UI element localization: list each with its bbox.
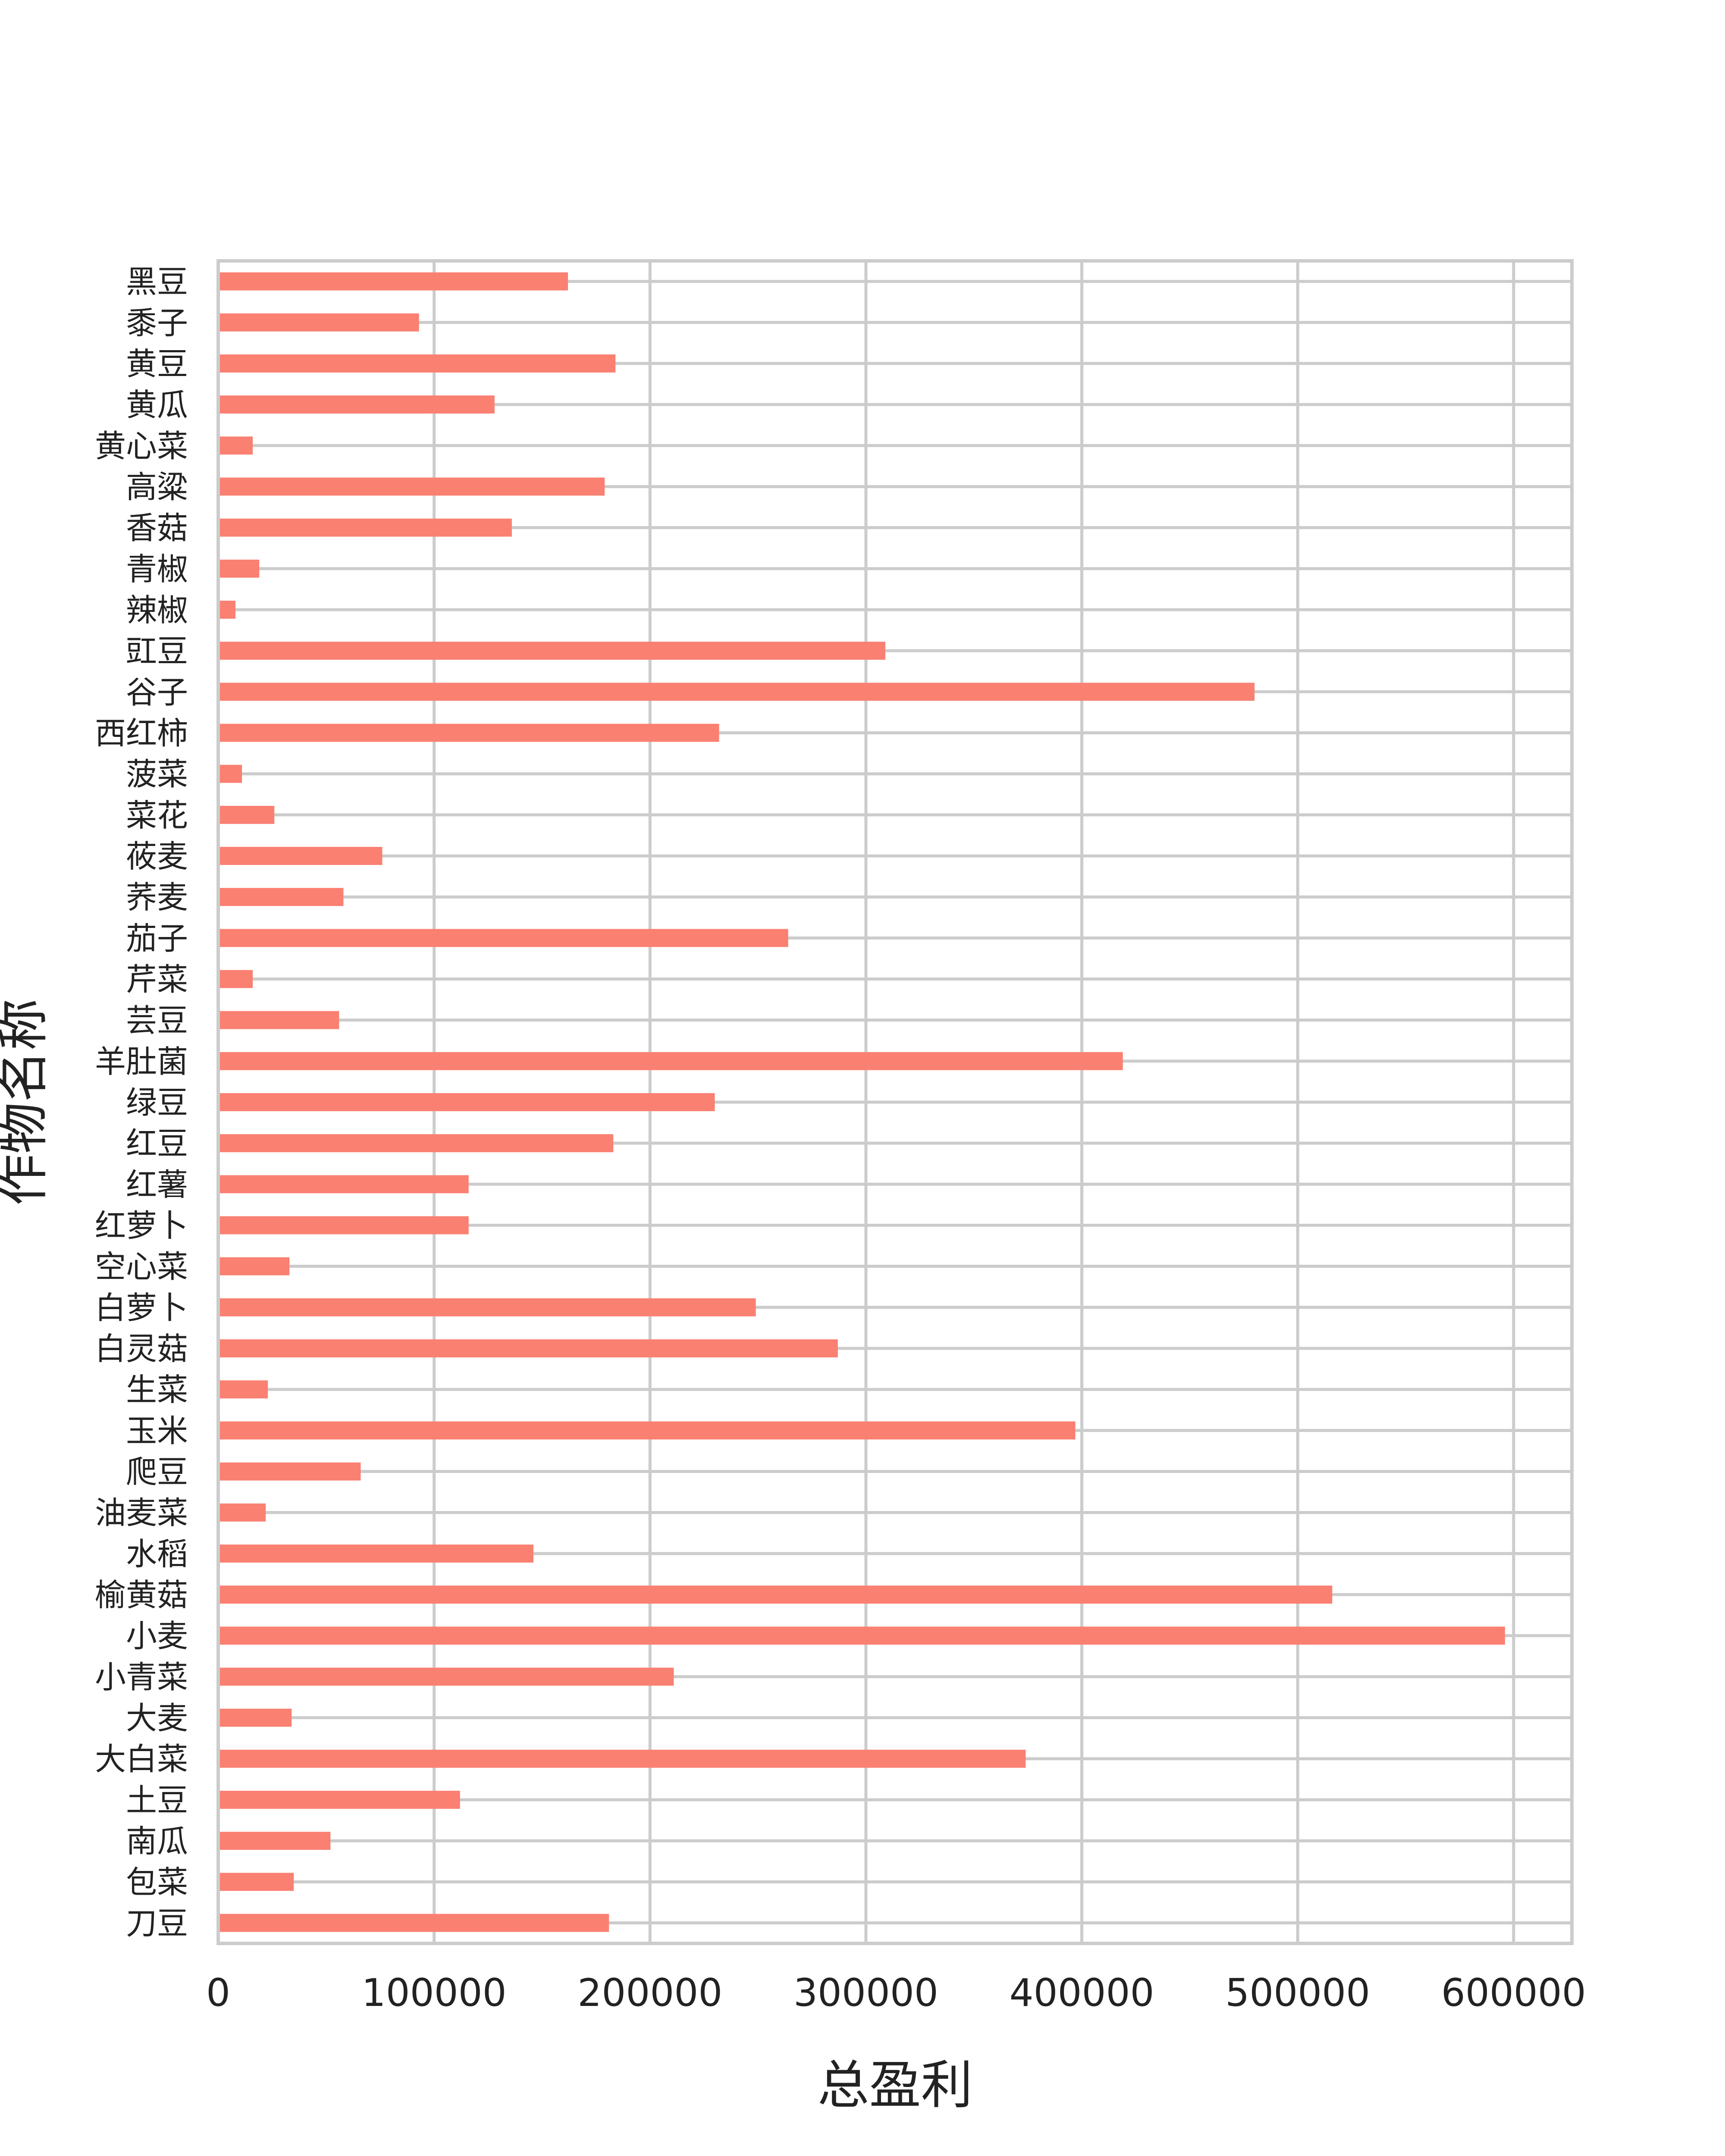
bar [218, 1462, 361, 1481]
y-tick-label: 芸豆 [126, 1003, 188, 1039]
bar [218, 1832, 331, 1850]
x-tick-label: 600000 [1441, 1971, 1586, 2015]
y-tick-label: 白萝卜 [95, 1290, 188, 1326]
bar [218, 1298, 756, 1316]
bar [218, 1503, 266, 1522]
y-tick-label: 莜麦 [126, 838, 188, 874]
bar [218, 1914, 609, 1932]
x-tick-label: 500000 [1225, 1971, 1370, 2015]
bar [218, 1216, 469, 1235]
bar [218, 888, 344, 906]
bar [218, 1093, 715, 1111]
y-tick-label: 白灵菇 [95, 1331, 188, 1367]
bar [218, 354, 616, 373]
x-tick-labels: 0 100000 200000 300000 400000 500000 600000 [206, 1971, 1586, 2015]
bar [218, 642, 885, 660]
bar [218, 1586, 1333, 1604]
y-tick-label: 黄瓜 [126, 387, 188, 423]
x-tick-label: 400000 [1010, 1971, 1154, 2015]
y-tick-label: 生菜 [126, 1372, 188, 1408]
y-tick-label: 芹菜 [126, 961, 188, 997]
y-tick-label: 青椒 [126, 551, 188, 587]
y-tick-label: 黍子 [126, 305, 188, 341]
bar [218, 1667, 674, 1686]
bar [218, 1052, 1123, 1070]
plot-frame [216, 259, 1574, 1945]
y-tick-label: 菜花 [126, 797, 188, 834]
bar [218, 1790, 460, 1809]
bar [218, 395, 495, 414]
y-tick-label: 香菇 [126, 510, 188, 546]
y-tick-label: 茄子 [126, 920, 188, 956]
y-axis-title: 作物名称 [0, 999, 53, 1206]
y-tick-label: 南瓜 [126, 1823, 188, 1859]
y-tick-label: 榆黄菇 [95, 1577, 188, 1613]
bar [218, 1011, 339, 1029]
x-tick-label: 300000 [794, 1971, 938, 2015]
y-tick-label: 刀豆 [126, 1905, 188, 1941]
y-tick-label: 油麦菜 [95, 1495, 188, 1531]
y-tick-label: 红萝卜 [95, 1208, 188, 1244]
y-tick-label: 黄心菜 [95, 428, 188, 464]
y-tick-label: 红豆 [126, 1125, 188, 1162]
y-tick-label: 羊肚菌 [95, 1044, 188, 1080]
bar [218, 683, 1255, 701]
y-tick-label: 荞麦 [126, 879, 188, 915]
y-tick-label: 空心菜 [95, 1249, 188, 1285]
bar [218, 272, 568, 291]
y-tick-label: 爬豆 [126, 1454, 188, 1490]
y-tick-label: 菠菜 [126, 756, 188, 793]
bar [218, 1134, 614, 1153]
bar [218, 1749, 1026, 1768]
bar [218, 970, 253, 988]
y-tick-label: 水稻 [126, 1536, 188, 1572]
y-tick-label: 豇豆 [126, 633, 188, 669]
bar [218, 436, 253, 455]
y-tick-label: 玉米 [126, 1413, 188, 1449]
y-tick-label: 高粱 [126, 469, 188, 505]
y-tick-label: 谷子 [126, 674, 188, 710]
x-tick-label: 100000 [362, 1971, 507, 2015]
bar [218, 601, 236, 619]
y-tick-label: 大白菜 [95, 1741, 188, 1777]
y-tick-label: 黄豆 [126, 346, 188, 382]
bar [218, 1421, 1076, 1440]
x-tick-label: 200000 [577, 1971, 722, 2015]
gridlines [216, 261, 1572, 1943]
x-tick-label: 0 [206, 1971, 230, 2015]
y-tick-label: 大麦 [126, 1700, 188, 1736]
y-tick-label: 小麦 [126, 1618, 188, 1654]
bar [218, 1626, 1505, 1645]
y-tick-label: 辣椒 [126, 592, 188, 628]
bar [218, 1257, 290, 1275]
y-tick-label: 土豆 [126, 1782, 188, 1818]
bar [218, 313, 419, 332]
y-tick-label: 红薯 [126, 1166, 188, 1203]
y-tick-label: 绿豆 [126, 1084, 188, 1121]
y-tick-labels: 黑豆黍子黄豆黄瓜黄心菜高粱香菇青椒辣椒豇豆谷子西红柿菠菜菜花莜麦荞麦茄子芹菜芸豆… [95, 264, 188, 1942]
bar [218, 1873, 294, 1891]
y-tick-label: 包菜 [126, 1864, 188, 1900]
bar [218, 1380, 268, 1399]
bar [218, 559, 260, 578]
y-tick-label: 西红柿 [95, 715, 188, 751]
bar [218, 929, 788, 947]
bar [218, 1175, 469, 1194]
bars [218, 272, 1505, 1932]
bar [218, 518, 512, 537]
bar [218, 1708, 292, 1727]
bar [218, 765, 242, 783]
bar [218, 477, 605, 496]
bar [218, 1544, 533, 1563]
bar [218, 1339, 838, 1357]
bar [218, 805, 275, 824]
y-tick-label: 小青菜 [95, 1659, 188, 1695]
x-axis-title: 总盈利 [818, 2056, 973, 2115]
bar [218, 724, 719, 742]
bar [218, 847, 383, 865]
y-tick-label: 黑豆 [126, 264, 188, 300]
